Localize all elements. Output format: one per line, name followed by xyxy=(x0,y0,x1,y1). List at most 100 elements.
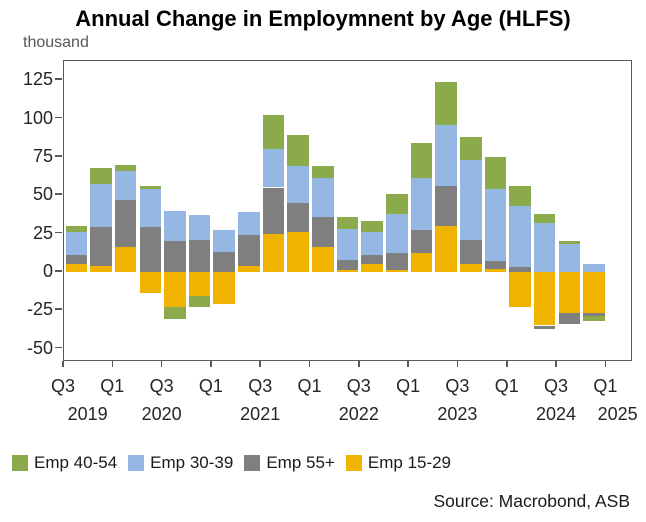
plot-area xyxy=(63,60,632,361)
bar-segment xyxy=(65,254,88,265)
y-axis-unit-label: thousand xyxy=(23,34,89,51)
bar-segment xyxy=(558,313,581,324)
bar-segment xyxy=(386,193,408,214)
bar-segment xyxy=(114,199,137,248)
x-axis-year-label: 2022 xyxy=(338,404,379,424)
bar-segment xyxy=(188,239,211,272)
bar-segment xyxy=(213,271,235,305)
y-axis-tick-mark xyxy=(55,231,62,234)
bar-segment xyxy=(312,216,334,248)
legend: Emp 40-54 Emp 30-39 Emp 55+ Emp 15-29 xyxy=(12,453,462,473)
bar-segment xyxy=(90,184,112,228)
bar-segment xyxy=(484,261,507,269)
x-axis-year-label: 2024 xyxy=(536,404,577,424)
chart-title: Annual Change in Employmnent by Age (HLF… xyxy=(75,6,571,31)
bar-segment xyxy=(65,264,88,272)
legend-swatch-emp-15-29 xyxy=(345,455,362,471)
bar-segment xyxy=(262,115,285,150)
bar-segment xyxy=(509,185,531,206)
x-axis-year-label: 2020 xyxy=(141,404,182,424)
bar-segment xyxy=(484,189,507,262)
bar-segment xyxy=(533,271,556,326)
bar-segment xyxy=(188,271,211,297)
x-axis-tick-mark xyxy=(604,361,607,367)
bar-segment xyxy=(533,222,556,272)
legend-label: Emp 30-39 xyxy=(150,453,234,472)
x-axis-tick-mark xyxy=(456,361,459,367)
x-axis-tick-mark xyxy=(160,361,163,367)
x-axis-tick-mark xyxy=(555,361,557,367)
x-axis-tick-mark xyxy=(308,361,311,367)
x-axis-quarter-label: Q3 xyxy=(149,376,174,396)
bar-segment xyxy=(213,251,235,272)
bar-segment xyxy=(238,235,260,266)
bar-segment xyxy=(386,213,408,254)
bar-segment xyxy=(139,227,162,272)
bar-segment xyxy=(410,230,433,254)
bar-segment xyxy=(312,178,334,217)
legend-label: Emp 15-29 xyxy=(367,453,452,472)
bar-segment xyxy=(90,227,112,266)
bar-segment xyxy=(114,164,137,171)
bar-segment xyxy=(386,253,408,271)
y-axis-tick-label: 100 xyxy=(22,107,53,128)
y-axis-tick-mark xyxy=(55,193,62,195)
bar-segment xyxy=(484,156,507,190)
x-axis-quarter-label: Q1 xyxy=(396,376,421,396)
bar-segment xyxy=(509,271,531,308)
bar-segment xyxy=(262,187,285,234)
bar-segment xyxy=(65,225,88,232)
bar-segment xyxy=(139,189,162,228)
bar-segment xyxy=(90,167,112,185)
legend-label: Emp 40-54 xyxy=(34,453,118,472)
x-axis-tick-mark xyxy=(62,361,64,367)
bar-segment xyxy=(65,231,88,255)
y-axis-tick-mark xyxy=(55,155,62,157)
x-axis-year-label: 2021 xyxy=(240,404,281,424)
y-axis-tick-mark xyxy=(55,308,62,310)
bar-segment xyxy=(287,231,309,272)
bar-segment xyxy=(583,271,605,314)
bar-segment xyxy=(460,136,482,160)
x-axis-year-label: 2025 xyxy=(597,404,638,424)
bar-segment xyxy=(361,264,383,272)
x-axis-tick-mark xyxy=(505,361,508,367)
x-axis-quarter-label: Q1 xyxy=(297,376,322,396)
bar-segment xyxy=(509,267,531,272)
x-axis-quarter-label: Q1 xyxy=(593,376,618,396)
bar-segment xyxy=(460,159,482,240)
bar-segment xyxy=(583,264,605,272)
bar-segment xyxy=(312,247,334,272)
bar-segment xyxy=(114,170,137,200)
bar-segment xyxy=(336,228,359,260)
bar-segment xyxy=(558,241,581,245)
bar-segment xyxy=(90,265,112,272)
y-axis-tick-mark xyxy=(55,116,62,119)
bar-segment xyxy=(435,124,457,186)
legend-label: Emp 55+ xyxy=(266,453,335,472)
bar-segment xyxy=(213,230,235,252)
bar-segment xyxy=(533,325,556,329)
bar-segment xyxy=(114,247,137,272)
y-axis-tick-label: 25 xyxy=(32,222,53,243)
y-axis-tick-label: 0 xyxy=(42,260,53,281)
bar-segment xyxy=(336,216,359,229)
bar-segment xyxy=(558,244,581,272)
bar-segment xyxy=(287,135,309,167)
bar-segment xyxy=(238,265,260,272)
bar-segment xyxy=(238,212,260,236)
bar-segment xyxy=(435,81,457,125)
bar-segment xyxy=(361,231,383,255)
bar-segment xyxy=(312,166,334,179)
x-axis-quarter-label: Q1 xyxy=(198,376,223,396)
bar-segment xyxy=(139,271,162,294)
y-axis-tick-label: 75 xyxy=(32,145,53,166)
x-axis-year-label: 2019 xyxy=(67,404,108,424)
bar-segment xyxy=(336,270,359,272)
x-axis-tick-mark xyxy=(210,361,212,367)
y-axis-tick-label: -25 xyxy=(26,299,53,320)
legend-swatch-emp-40-54 xyxy=(12,455,28,471)
y-axis-tick-mark xyxy=(55,270,62,272)
bar-segment xyxy=(509,205,531,268)
